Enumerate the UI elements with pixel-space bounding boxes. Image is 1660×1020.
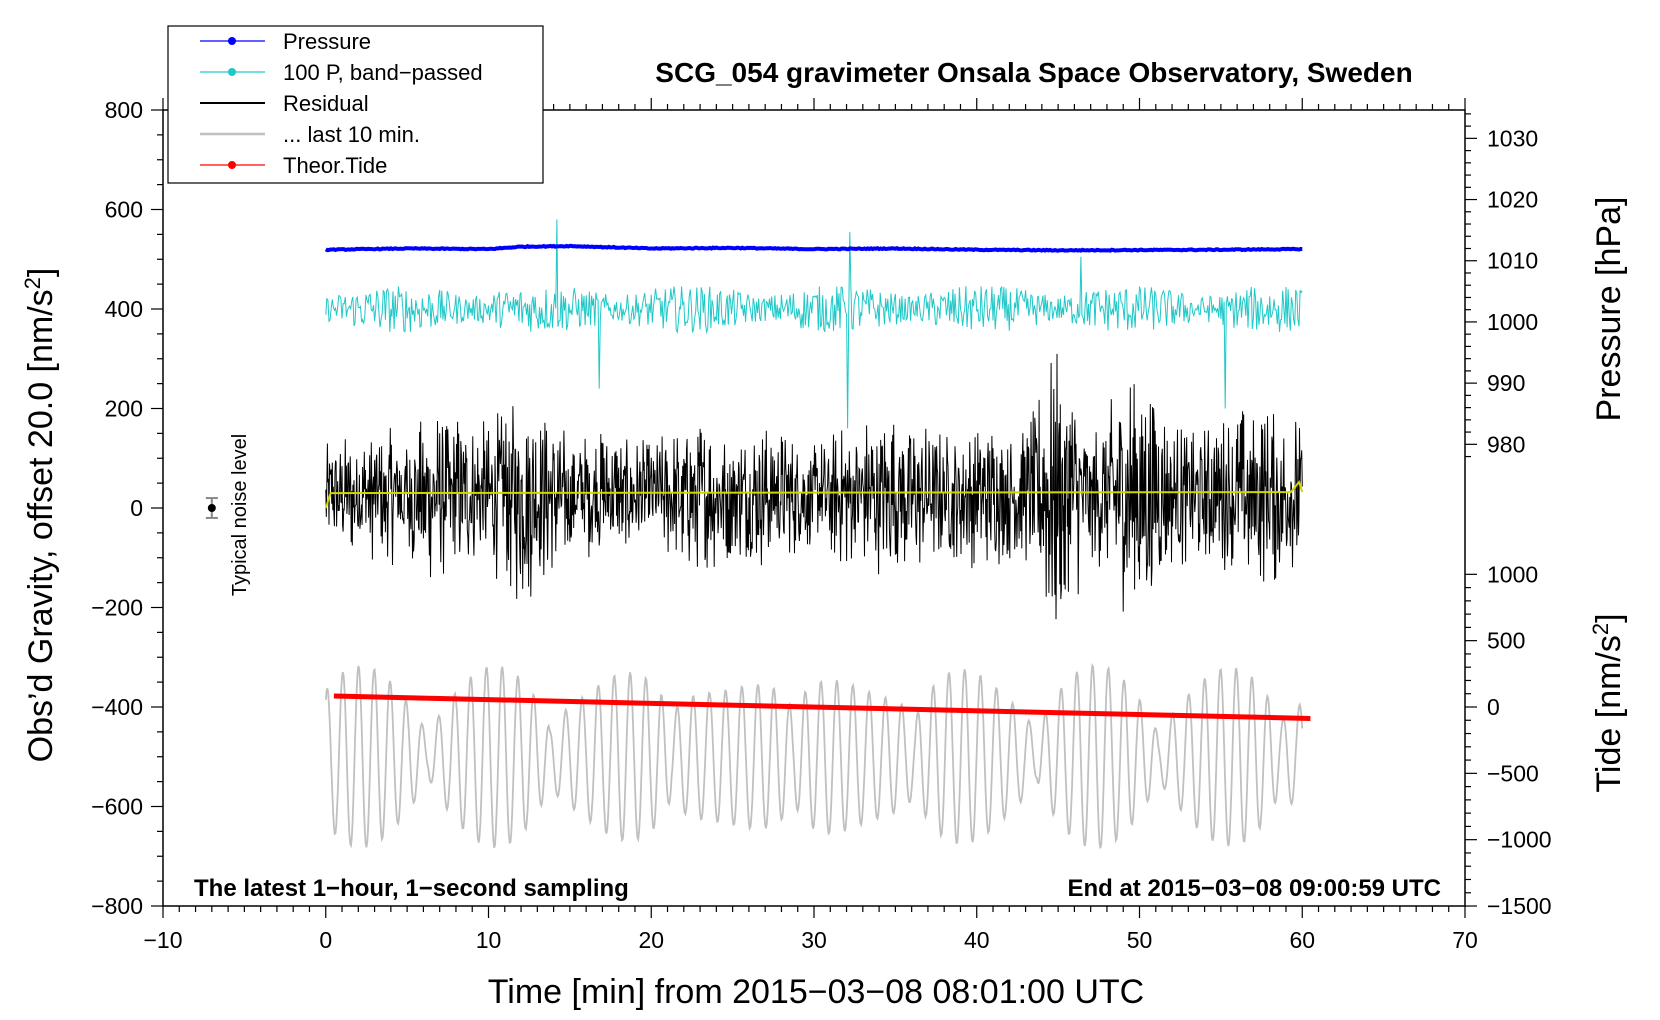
- pressure-tick-label: 1000: [1487, 309, 1538, 335]
- y-tick-label: 800: [105, 97, 143, 123]
- y-tick-label: 0: [130, 495, 143, 521]
- tide-tick-label: −500: [1487, 760, 1539, 786]
- legend-box: [167, 25, 544, 184]
- legend-label: ... last 10 min.: [283, 122, 420, 147]
- x-tick-label: 50: [1127, 927, 1153, 953]
- end-time-annotation: End at 2015−03−08 09:00:59 UTC: [1067, 875, 1441, 902]
- noise-point: [207, 504, 216, 512]
- tide-tick-label: −1500: [1487, 893, 1552, 919]
- pressure-line: [324, 243, 1303, 253]
- x-tick-label: 60: [1289, 927, 1315, 953]
- pressure-tick-label: 980: [1487, 431, 1525, 457]
- x-tick-label: 20: [638, 927, 664, 953]
- x-tick-label: 70: [1452, 927, 1478, 953]
- residual-line: [325, 353, 1303, 620]
- legend-label: Pressure: [283, 29, 371, 54]
- tide-tick-label: 1000: [1487, 561, 1538, 587]
- last-10-min-line: [324, 662, 1304, 849]
- tide-tick-label: 0: [1487, 694, 1500, 720]
- y-tick-label: −600: [91, 794, 143, 820]
- pressure-tick-label: 990: [1487, 370, 1525, 396]
- y-tick-label: −400: [91, 694, 143, 720]
- x-tick-label: 30: [801, 927, 827, 953]
- series-layer: [205, 219, 1311, 849]
- y-axis-label-left: Obs’d Gravity, offset 20.0 [nm/s2]: [20, 268, 60, 763]
- x-tick-label: −10: [143, 927, 182, 953]
- frame-layer: −10 0 10 20 30 40 50 60 708006004002000−200−400−…: [91, 97, 1551, 953]
- sampling-annotation: The latest 1−hour, 1−second sampling: [194, 875, 629, 902]
- pressure-tick-label: 1020: [1487, 187, 1538, 213]
- x-tick-label: 0: [319, 927, 332, 953]
- y-tick-label: −200: [91, 595, 143, 621]
- y-axis-label-pressure: Pressure [hPa]: [1590, 197, 1628, 422]
- legend-marker: [228, 37, 236, 45]
- legend: Pressure 100 P, band−passed Residual ... la…: [167, 25, 544, 184]
- tide-tick-label: −1000: [1487, 827, 1552, 853]
- chart-title: SCG_054 gravimeter Onsala Space Observat…: [655, 57, 1412, 88]
- y-tick-label: 200: [105, 396, 143, 422]
- y-tick-label: 400: [105, 296, 143, 322]
- x-tick-label: 40: [964, 927, 990, 953]
- noise-level-label: Typical noise level: [229, 434, 251, 596]
- pressure-tick-label: 1010: [1487, 248, 1538, 274]
- tide-tick-label: 500: [1487, 628, 1525, 654]
- legend-marker: [228, 68, 236, 76]
- y-tick-label: −800: [91, 893, 143, 919]
- x-axis-label: Time [min] from 2015−03−08 08:01:00 UTC: [488, 973, 1144, 1011]
- x-tick-label: 10: [476, 927, 502, 953]
- theoretical-tide-line: [333, 693, 1311, 721]
- legend-label: Theor.Tide: [283, 153, 387, 178]
- y-tick-label: 600: [105, 197, 143, 223]
- pressure-tick-label: 1030: [1487, 125, 1538, 151]
- median-residual-line: [324, 480, 1304, 509]
- legend-marker: [228, 161, 236, 169]
- legend-label: 100 P, band−passed: [283, 60, 483, 85]
- legend-label: Residual: [283, 91, 369, 116]
- y-axis-label-tide: Tide [nm/s2]: [1588, 613, 1628, 792]
- bandpassed-pressure-line: [325, 219, 1303, 429]
